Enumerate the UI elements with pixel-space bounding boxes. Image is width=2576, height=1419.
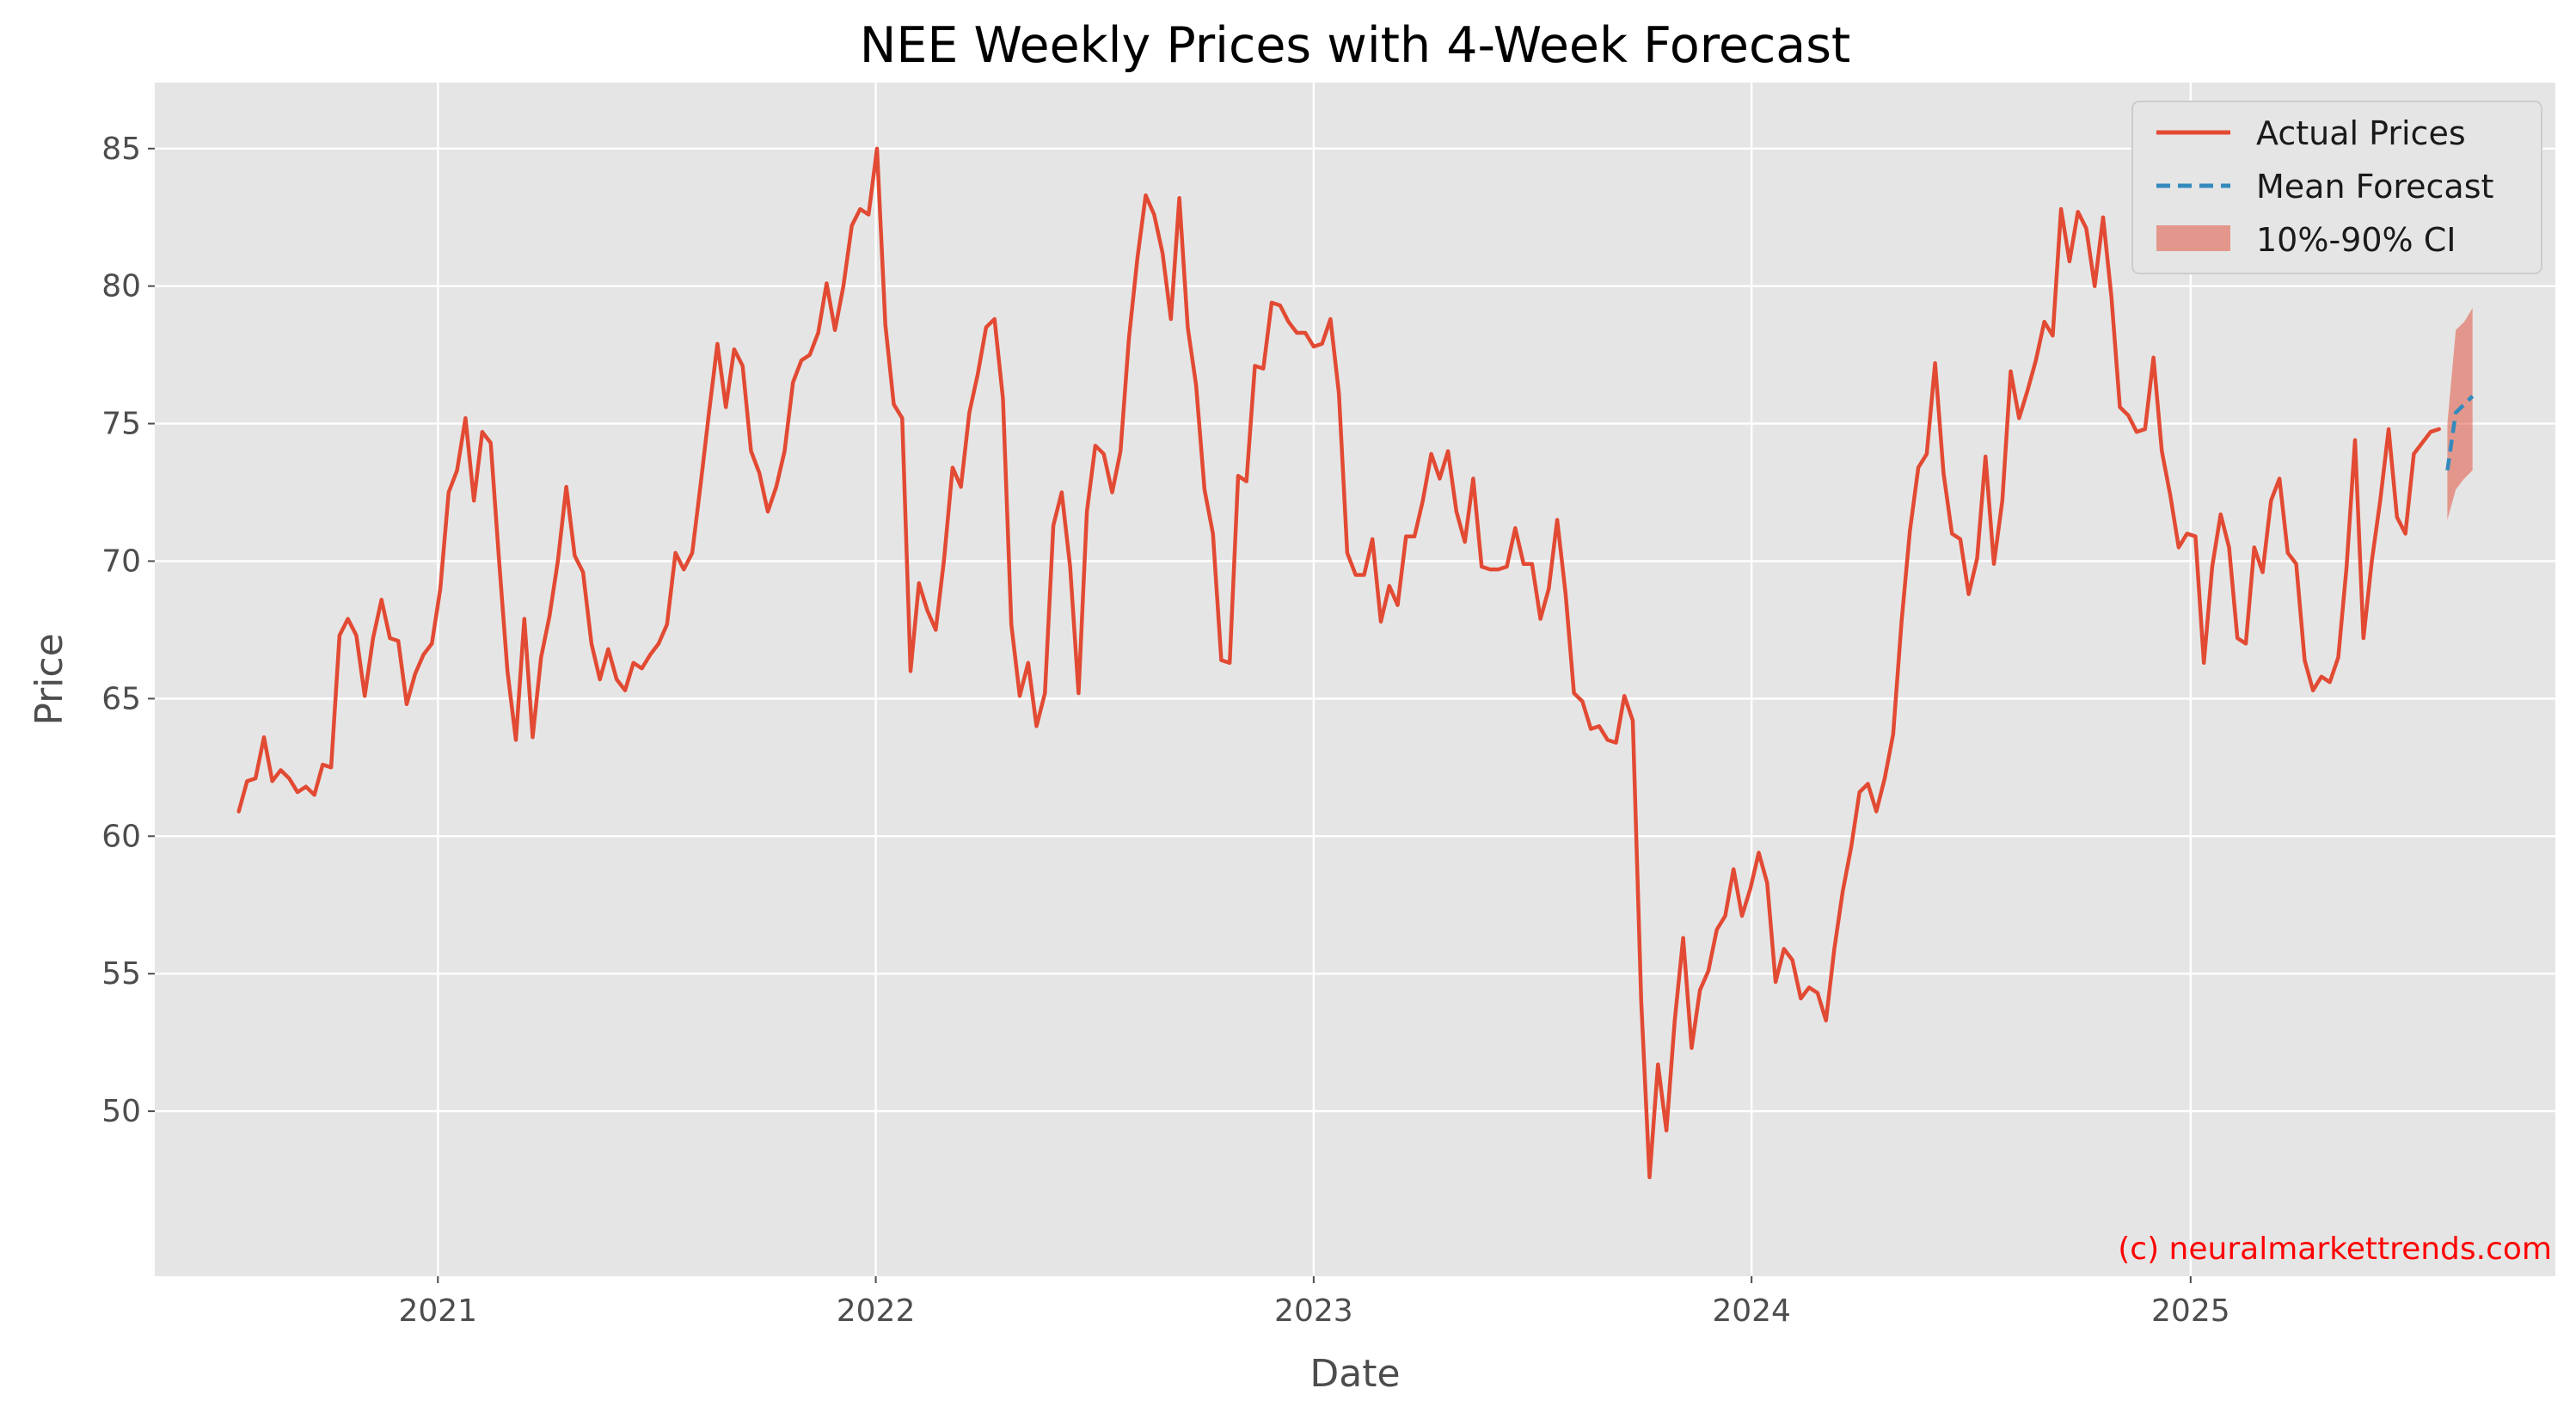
mean-forecast-line	[2445, 395, 2475, 471]
y-tick-label: 75	[101, 407, 141, 442]
chart-title: NEE Weekly Prices with 4-Week Forecast	[860, 17, 1851, 74]
legend-ci-swatch	[2156, 225, 2230, 251]
legend-ci-label: 10%-90% CI	[2256, 221, 2456, 259]
y-tick-label: 70	[101, 544, 141, 579]
series-layer	[236, 146, 2475, 1180]
y-axis-label: Price	[28, 633, 71, 725]
grid	[155, 83, 2555, 1276]
y-tick-label: 55	[101, 956, 141, 992]
legend-box	[2131, 101, 2542, 274]
y-tick-label: 85	[101, 132, 141, 167]
x-tick-label: 2024	[1712, 1293, 1791, 1329]
y-tick-label: 65	[101, 681, 141, 716]
x-tick-label: 2023	[1274, 1293, 1353, 1329]
watermark: (c) neuralmarkettrends.com	[2118, 1232, 2552, 1267]
plot-background	[155, 83, 2555, 1276]
y-axis-ticks: 50 55 60 65 70 75 80 85	[101, 132, 155, 1129]
y-tick-label: 80	[101, 269, 141, 304]
legend: Actual Prices Mean Forecast 10%-90% CI	[2131, 101, 2542, 274]
x-tick-label: 2022	[837, 1293, 916, 1329]
y-tick-label: 50	[101, 1094, 141, 1129]
legend-forecast-label: Mean Forecast	[2256, 168, 2493, 206]
y-tick-label: 60	[101, 819, 141, 854]
x-axis-label: Date	[1309, 1352, 1400, 1396]
x-tick-label: 2021	[398, 1293, 477, 1329]
ci-band	[2447, 308, 2473, 520]
ci-band-layer	[2447, 308, 2473, 520]
x-axis-ticks: 2021 2022 2023 2024 2025	[398, 1276, 2230, 1329]
actual-prices-line	[236, 146, 2441, 1180]
x-tick-label: 2025	[2151, 1293, 2230, 1329]
legend-actual-label: Actual Prices	[2256, 114, 2466, 152]
